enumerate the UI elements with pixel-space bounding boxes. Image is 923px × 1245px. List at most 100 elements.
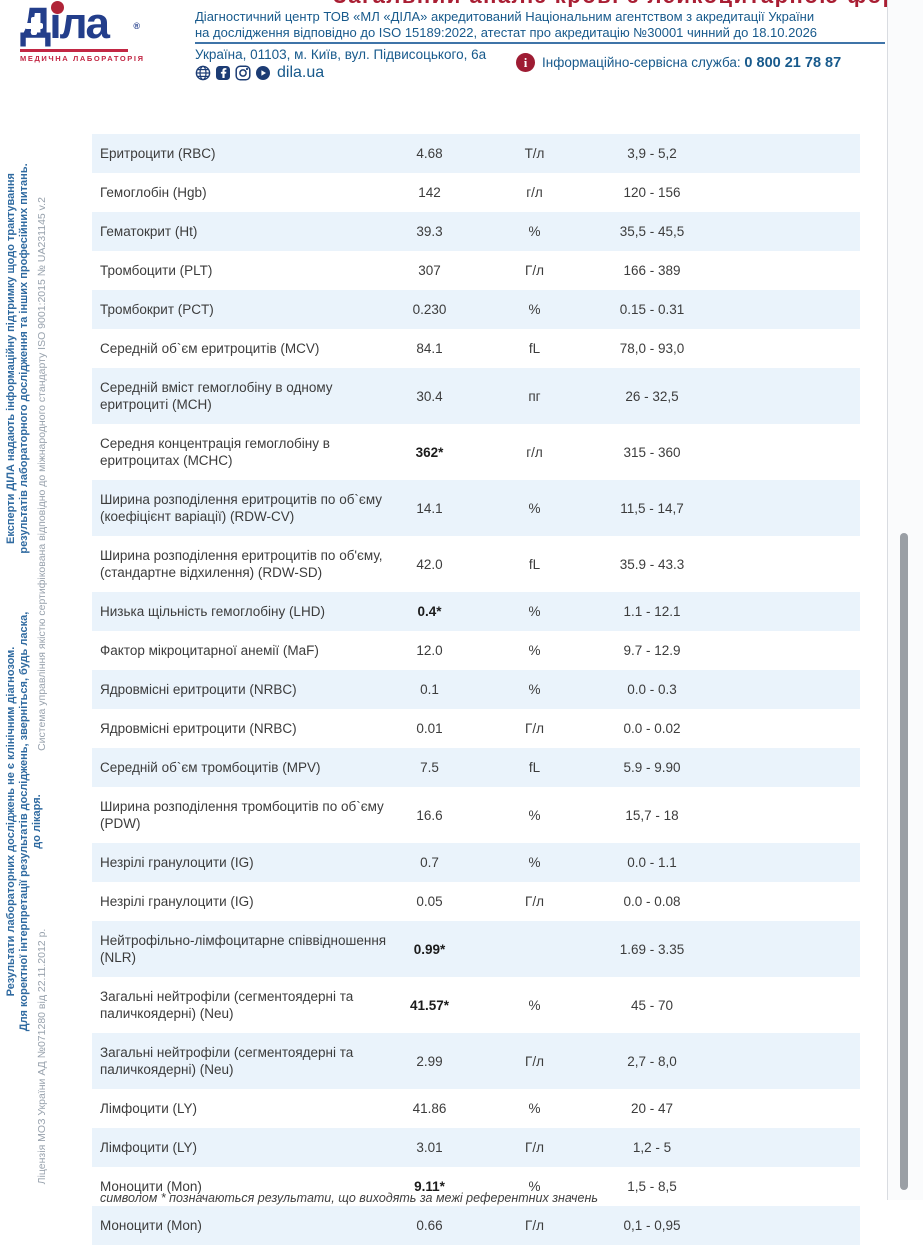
logo-wordmark: Діла ® [20, 0, 140, 48]
registered-mark: ® [133, 21, 140, 31]
reference-range: 315 - 360 [623, 444, 681, 460]
table-row: Гемоглобін (Hgb) 142 г/л 120 - 156 [92, 173, 860, 212]
parameter-name: Ядровмісні еритроцити (NRBC) [100, 682, 297, 697]
table-row: Ядровмісні еритроцити (NRBC) 0.01 Г/л 0.… [92, 709, 860, 748]
table-row: Незрілі гранулоцити (IG) 0.05 Г/л 0.0 - … [92, 882, 860, 921]
reference-range: 1,5 - 8,5 [627, 1179, 677, 1194]
result-value: 14.1 [416, 500, 443, 516]
table-row: Середній вміст гемоглобіну в одному ерит… [92, 368, 860, 424]
logo-red-dot [51, 1, 64, 14]
page-edge-divider [887, 0, 888, 1200]
result-value: 307 [418, 263, 441, 278]
parameter-name: Моноцити (Mon) [100, 1218, 202, 1233]
parameter-name: Нейтрофільно-лімфоцитарне співвідношення… [100, 933, 387, 965]
social-links: dila.ua [195, 64, 324, 82]
parameter-name: Середня концентрація гемоглобіну в еритр… [100, 436, 330, 468]
result-unit: % [528, 1179, 541, 1194]
result-value: 0.230 [412, 302, 447, 317]
result-unit: fL [528, 760, 541, 775]
table-row: Ширина розподілення еритроцитів по об'єм… [92, 536, 860, 592]
reference-range: 0.0 - 0.3 [627, 682, 677, 697]
reference-range: 1,2 - 5 [632, 1140, 672, 1155]
parameter-name: Ядровмісні еритроцити (NRBC) [100, 721, 297, 736]
reference-range: 20 - 47 [630, 1101, 674, 1116]
result-unit: % [528, 997, 541, 1013]
table-row: Середній об`єм тромбоцитів (MPV) 7.5 fL … [92, 748, 860, 787]
result-value: 42.0 [416, 556, 443, 572]
table-row: Середня концентрація гемоглобіну в еритр… [92, 424, 860, 480]
result-unit: % [528, 855, 541, 870]
result-value: 362* [415, 444, 444, 460]
parameter-name: Середній об`єм тромбоцитів (MPV) [100, 760, 321, 775]
result-value: 4.68 [416, 146, 443, 161]
reference-range: 3,9 - 5,2 [627, 146, 677, 161]
logo-rule [20, 49, 128, 52]
result-unit: % [528, 1101, 541, 1116]
result-unit: Г/л [525, 721, 544, 736]
result-unit: Г/л [525, 1053, 544, 1069]
reference-range: 166 - 389 [623, 263, 681, 278]
result-value: 41.86 [412, 1101, 447, 1116]
parameter-name: Ширина розподілення еритроцитів по об`єм… [100, 492, 382, 524]
table-row: Моноцити (Mon) 0.66 Г/л 0,1 - 0,95 [92, 1206, 860, 1245]
result-value: 142 [418, 185, 441, 200]
globe-icon[interactable] [195, 65, 211, 81]
result-value: 0.99* [413, 941, 446, 957]
facebook-icon[interactable] [215, 65, 231, 81]
accreditation-line2: на дослідження відповідно до ISO 15189:2… [195, 25, 818, 40]
scrollbar-thumb[interactable] [900, 533, 908, 1190]
result-value: 16.6 [416, 807, 443, 823]
table-row: Лімфоцити (LY) 3.01 Г/л 1,2 - 5 [92, 1128, 860, 1167]
website-link[interactable]: dila.ua [277, 64, 325, 81]
table-row: Нейтрофільно-лімфоцитарне співвідношення… [92, 921, 860, 977]
reference-range: 1.1 - 12.1 [623, 604, 681, 619]
service-phone: 0 800 21 78 87 [744, 54, 842, 71]
reference-range: 5.9 - 9.90 [623, 760, 681, 775]
result-value: 12.0 [416, 643, 443, 658]
result-value: 0.7 [420, 855, 439, 870]
table-row: Еритроцити (RBC) 4.68 Т/л 3,9 - 5,2 [92, 134, 860, 173]
instagram-icon[interactable] [235, 65, 251, 81]
table-row: Ядровмісні еритроцити (NRBC) 0.1 % 0.0 -… [92, 670, 860, 709]
result-unit: % [528, 302, 541, 317]
info-service: i Інформаційно-сервісна служба: 0 800 21… [516, 53, 841, 72]
accreditation-text: Діагностичний центр ТОВ «МЛ «ДІЛА» акред… [195, 9, 855, 41]
clipped-report-title: Загальний аналіз крові з лейкоцитарною ф… [333, 0, 918, 7]
table-row: Тромбоцити (PLT) 307 Г/л 166 - 389 [92, 251, 860, 290]
result-value: 9.11* [414, 1179, 445, 1194]
out-of-range-footnote: символом * позначаються результати, що в… [100, 1191, 598, 1205]
reference-range: 0.0 - 0.02 [623, 721, 681, 736]
result-unit: г/л [526, 185, 543, 200]
table-row: Тромбокрит (PCT) 0.230 % 0.15 - 0.31 [92, 290, 860, 329]
result-unit [472, 938, 597, 960]
table-row: Ширина розподілення тромбоцитів по об`єм… [92, 787, 860, 843]
accreditation-line1: Діагностичний центр ТОВ «МЛ «ДІЛА» акред… [195, 9, 815, 24]
reference-range: 0,1 - 0,95 [623, 1218, 681, 1233]
table-row: Лімфоцити (LY) 41.86 % 20 - 47 [92, 1089, 860, 1128]
youtube-icon[interactable] [255, 65, 271, 81]
reference-range: 26 - 32,5 [625, 388, 679, 404]
table-row: Гематокрит (Ht) 39.3 % 35,5 - 45,5 [92, 212, 860, 251]
table-row: Ширина розподілення еритроцитів по об`єм… [92, 480, 860, 536]
result-value: 41.57* [409, 997, 450, 1013]
parameter-name: Середній вміст гемоглобіну в одному ерит… [100, 380, 333, 412]
reference-range: 120 - 156 [623, 185, 681, 200]
reference-range: 0.0 - 1.1 [627, 855, 677, 870]
reference-range: 35,5 - 45,5 [619, 224, 685, 239]
result-unit: fL [528, 556, 541, 572]
result-value: 0.4* [417, 604, 442, 619]
reference-range: 0.0 - 0.08 [623, 894, 681, 909]
parameter-name: Гематокрит (Ht) [100, 224, 198, 239]
parameter-name: Загальні нейтрофіли (сегментоядерні та п… [100, 1045, 354, 1077]
parameter-name: Лімфоцити (LY) [100, 1140, 198, 1155]
result-unit: Г/л [525, 263, 544, 278]
reference-range: 2,7 - 8,0 [627, 1053, 677, 1069]
parameter-name: Загальні нейтрофіли (сегментоядерні та п… [100, 989, 354, 1021]
parameter-name: Тромбокрит (PCT) [100, 302, 214, 317]
result-unit: % [528, 682, 541, 697]
parameter-name: Незрілі гранулоцити (IG) [100, 894, 254, 909]
result-value: 0.05 [416, 894, 443, 909]
parameter-name: Лімфоцити (LY) [100, 1101, 198, 1116]
result-unit: г/л [526, 444, 543, 460]
results-table: Еритроцити (RBC) 4.68 Т/л 3,9 - 5,2 Гемо… [92, 134, 860, 1245]
